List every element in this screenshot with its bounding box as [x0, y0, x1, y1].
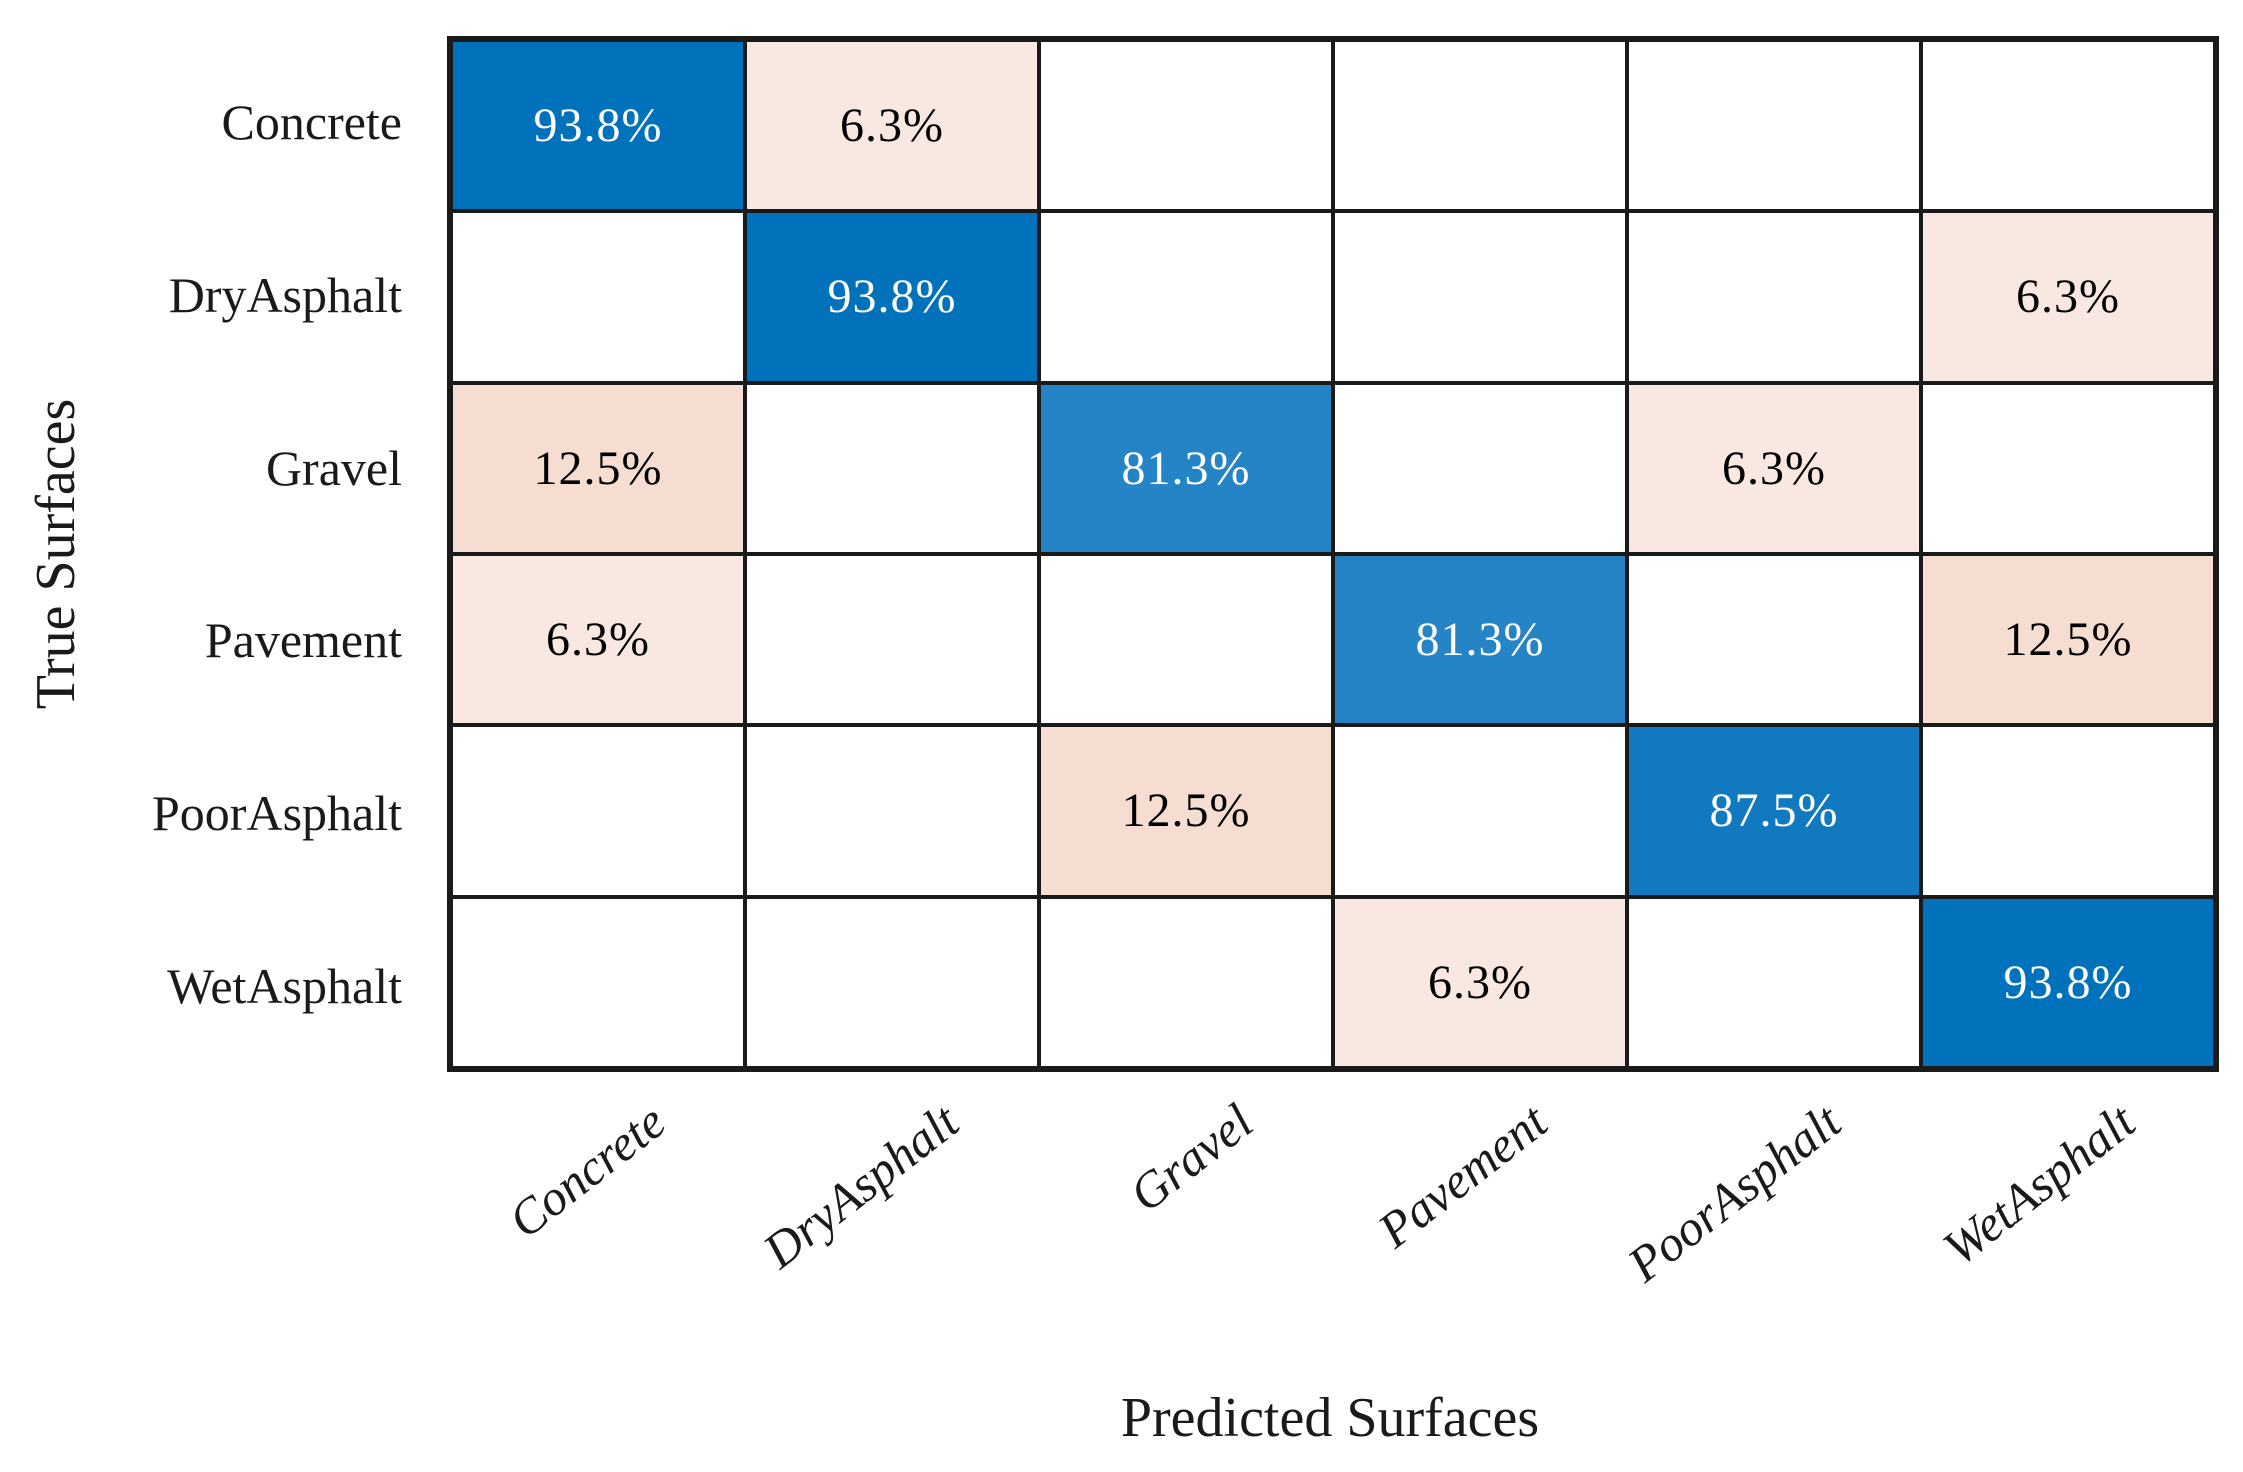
- matrix-cell: [747, 727, 1037, 895]
- matrix-cell: [1335, 384, 1625, 552]
- x-tick-label: WetAsphalt: [1932, 1092, 2146, 1277]
- matrix-cell: [1923, 727, 2213, 895]
- matrix-cell: 93.8%: [747, 213, 1037, 381]
- matrix-cell: [1629, 555, 1919, 724]
- matrix-cell: 6.3%: [1923, 213, 2213, 381]
- matrix-cell: 6.3%: [453, 555, 743, 724]
- y-tick-label: Gravel: [265, 439, 402, 496]
- y-tick-label: WetAsphalt: [167, 957, 402, 1014]
- x-axis-title: Predicted Surfaces: [1120, 1387, 1540, 1449]
- matrix-cell: 93.8%: [1923, 898, 2213, 1066]
- y-tick-labels: Concrete DryAsphalt Gravel Pavement PoorAsph…: [0, 36, 424, 1072]
- matrix-cell: [1923, 42, 2213, 210]
- matrix-cell: [453, 727, 743, 895]
- y-tick-label: Pavement: [204, 612, 402, 669]
- x-tick-label: Concrete: [497, 1092, 676, 1249]
- matrix-cell: 12.5%: [1041, 727, 1331, 895]
- matrix-cell: 81.3%: [1335, 555, 1625, 724]
- matrix-cell: [1335, 727, 1625, 895]
- matrix-cell: [1335, 42, 1625, 210]
- matrix-cell: 6.3%: [747, 42, 1037, 210]
- matrix-cell: 93.8%: [453, 42, 743, 210]
- matrix-cell: 12.5%: [1923, 555, 2213, 724]
- matrix-cell: [747, 555, 1037, 724]
- y-tick-label: PoorAsphalt: [152, 784, 402, 841]
- matrix-cell: 87.5%: [1629, 727, 1919, 895]
- matrix-cell: [453, 213, 743, 381]
- y-tick-label: DryAsphalt: [168, 266, 402, 323]
- x-tick-label: Pavement: [1367, 1092, 1558, 1259]
- matrix-cell: 12.5%: [453, 384, 743, 552]
- matrix-cell: 6.3%: [1629, 384, 1919, 552]
- matrix-cell: [1629, 213, 1919, 381]
- x-tick-label: Gravel: [1119, 1092, 1264, 1223]
- y-tick-label: Concrete: [221, 94, 402, 151]
- matrix-cell: 81.3%: [1041, 384, 1331, 552]
- matrix-cell: [1923, 384, 2213, 552]
- x-tick-label: DryAsphalt: [752, 1092, 970, 1279]
- matrix-cell: [1629, 898, 1919, 1066]
- matrix-cell: [1041, 213, 1331, 381]
- matrix-cell: [1041, 555, 1331, 724]
- matrix-cell: [1041, 898, 1331, 1066]
- matrix-cell: 6.3%: [1335, 898, 1625, 1066]
- matrix-cell: [1041, 42, 1331, 210]
- matrix-cell: [747, 898, 1037, 1066]
- matrix-cell: [1335, 213, 1625, 381]
- matrix-cell: [1629, 42, 1919, 210]
- matrix-grid: 93.8% 6.3% 93.8% 6.3% 12.5% 81.3% 6.3% 6.3% 81.3…: [447, 36, 2219, 1072]
- x-tick-label: PoorAsphalt: [1617, 1092, 1852, 1293]
- matrix-cell: [747, 384, 1037, 552]
- matrix-cell: [453, 898, 743, 1066]
